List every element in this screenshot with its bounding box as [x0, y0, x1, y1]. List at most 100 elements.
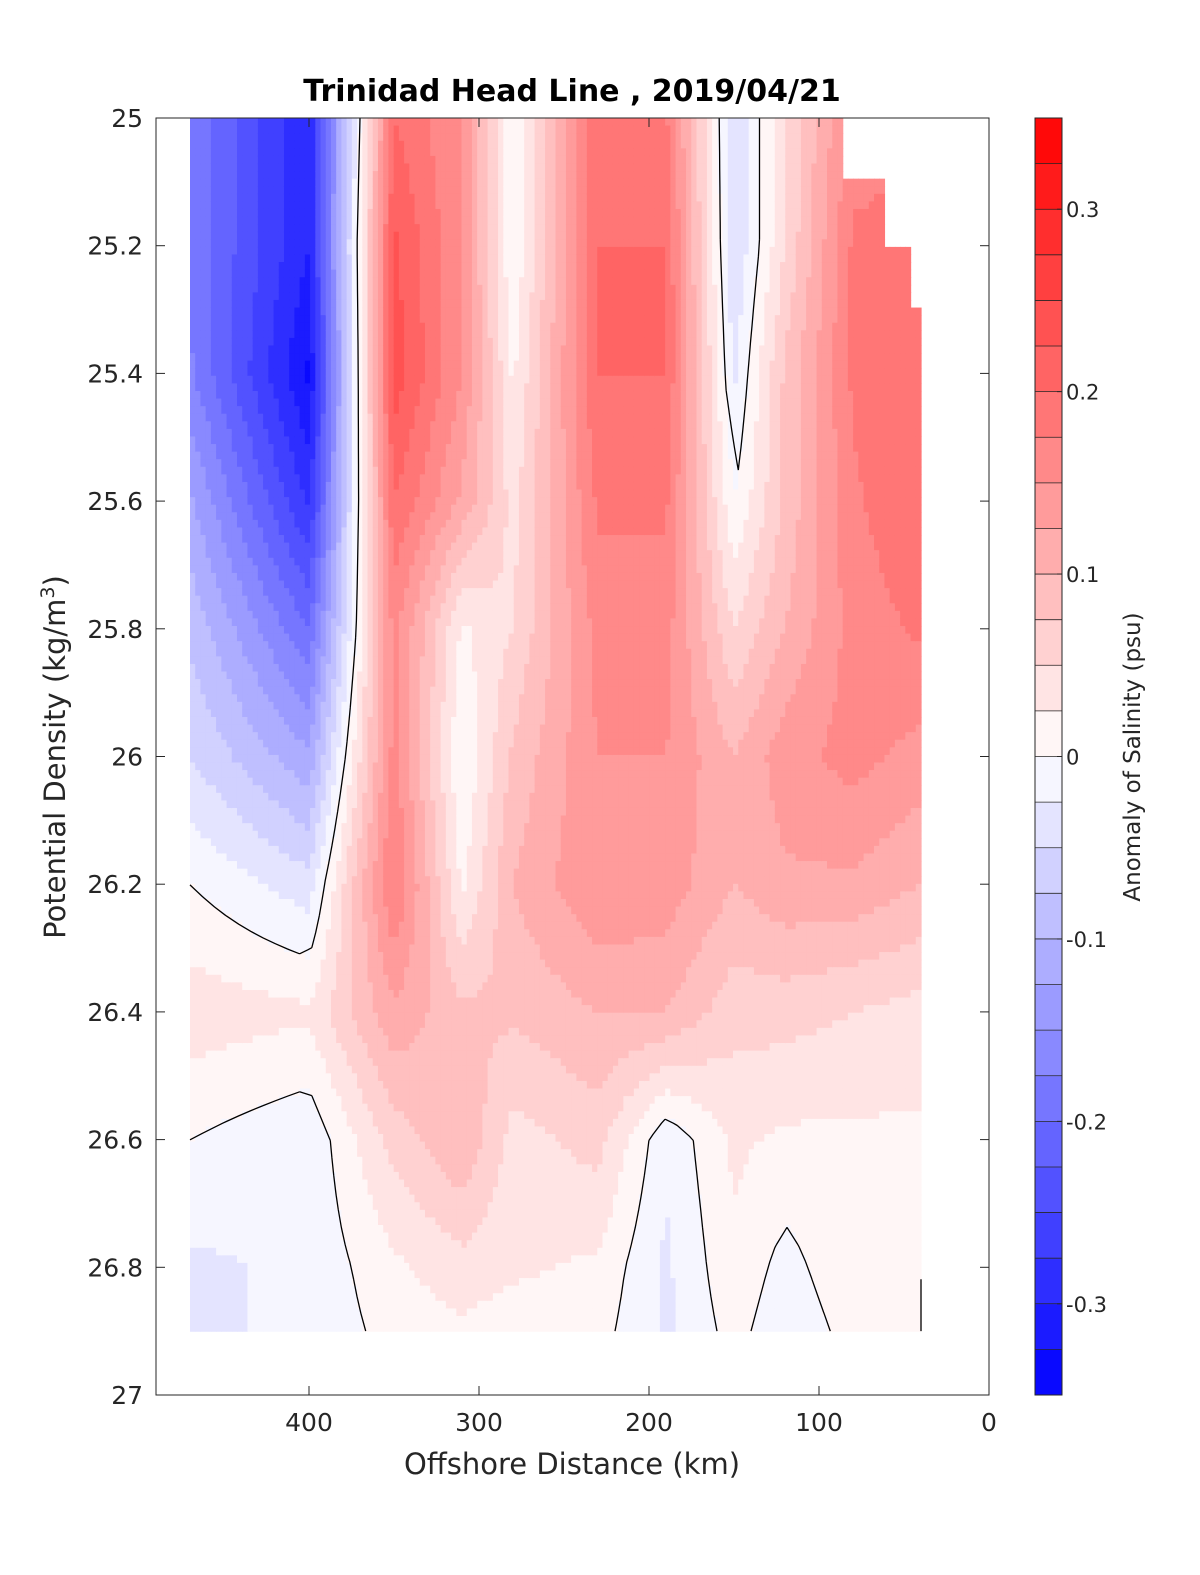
field-cell [336, 883, 343, 892]
field-cell [190, 519, 196, 529]
field-cell [336, 186, 343, 195]
field-cell [268, 557, 275, 566]
field-cell [283, 1164, 290, 1173]
field-cell [200, 1073, 207, 1082]
field-cell [195, 1156, 202, 1165]
field-cell [278, 1126, 285, 1135]
field-cell [268, 315, 275, 324]
field-cell [200, 535, 207, 544]
field-cell [289, 1088, 296, 1097]
field-cell [273, 739, 280, 748]
field-cell [299, 618, 306, 627]
field-cell [263, 1187, 269, 1196]
field-cell [216, 118, 222, 127]
field-cell [257, 777, 264, 786]
field-cell [205, 269, 212, 278]
field-cell [294, 277, 301, 286]
field-cell [216, 1171, 222, 1181]
field-cell [190, 770, 196, 779]
field-cell [236, 838, 243, 847]
field-cell [221, 497, 228, 506]
field-cell [242, 580, 249, 589]
field-cell [278, 1134, 285, 1143]
field-cell [252, 1179, 259, 1188]
field-cell [231, 732, 238, 741]
field-cell [210, 967, 217, 976]
field-cell [252, 489, 259, 498]
field-cell [315, 459, 322, 468]
field-cell [236, 739, 243, 748]
field-cell [341, 155, 348, 165]
field-cell [231, 474, 238, 483]
field-cell [242, 974, 249, 983]
field-cell [242, 535, 249, 544]
field-cell [341, 481, 348, 491]
field-cell [247, 413, 254, 422]
field-cell [330, 451, 337, 460]
field-cell [247, 406, 254, 415]
field-cell [304, 724, 311, 733]
field-cell [231, 656, 238, 665]
field-cell [205, 1285, 212, 1294]
field-cell [257, 307, 264, 316]
field-cell [325, 140, 332, 149]
field-cell [226, 588, 233, 597]
field-cell [190, 436, 196, 445]
field-cell [210, 944, 217, 953]
field-cell [346, 322, 353, 331]
field-cell [247, 1270, 254, 1279]
field-cell [330, 1262, 337, 1272]
field-cell [190, 1126, 196, 1135]
field-cell [242, 989, 249, 999]
field-cell [190, 459, 196, 468]
field-cell [310, 603, 316, 612]
field-cell [330, 618, 337, 627]
field-cell [289, 823, 296, 832]
field-cell [320, 155, 327, 165]
field-cell [210, 739, 217, 748]
field-cell [278, 739, 285, 748]
field-cell [263, 792, 269, 801]
field-cell [336, 1073, 343, 1082]
field-cell [341, 163, 348, 172]
field-cell [289, 656, 296, 665]
field-cell [283, 1058, 290, 1067]
field-cell [195, 610, 202, 620]
field-cell [247, 1232, 254, 1241]
field-cell [278, 603, 285, 612]
field-cell [330, 155, 337, 165]
field-cell [346, 952, 353, 961]
field-cell [247, 876, 254, 885]
field-cell [336, 989, 343, 999]
field-cell [216, 1050, 222, 1059]
field-cell [346, 1293, 353, 1302]
field-cell [263, 914, 269, 923]
field-cell [210, 1005, 217, 1014]
field-cell [236, 1262, 243, 1272]
field-cell [320, 550, 327, 559]
field-cell [283, 428, 290, 438]
field-cell [330, 428, 337, 438]
field-cell [283, 823, 290, 832]
field-cell [283, 398, 290, 407]
field-cell [242, 1126, 249, 1135]
field-cell [263, 155, 269, 165]
field-cell [236, 641, 243, 650]
field-cell [278, 466, 285, 475]
field-cell [299, 1080, 306, 1090]
field-cell [299, 800, 306, 809]
field-cell [236, 201, 243, 210]
field-cell [252, 830, 259, 839]
field-cell [195, 838, 202, 847]
field-cell [268, 883, 275, 892]
field-cell [236, 648, 243, 657]
field-cell [190, 800, 196, 809]
field-cell [257, 739, 264, 748]
field-cell [320, 944, 327, 953]
field-cell [221, 1065, 228, 1074]
field-cell [320, 315, 327, 324]
field-cell [221, 762, 228, 771]
field-cell [283, 762, 290, 771]
field-cell [351, 216, 358, 225]
field-cell [346, 1005, 353, 1014]
